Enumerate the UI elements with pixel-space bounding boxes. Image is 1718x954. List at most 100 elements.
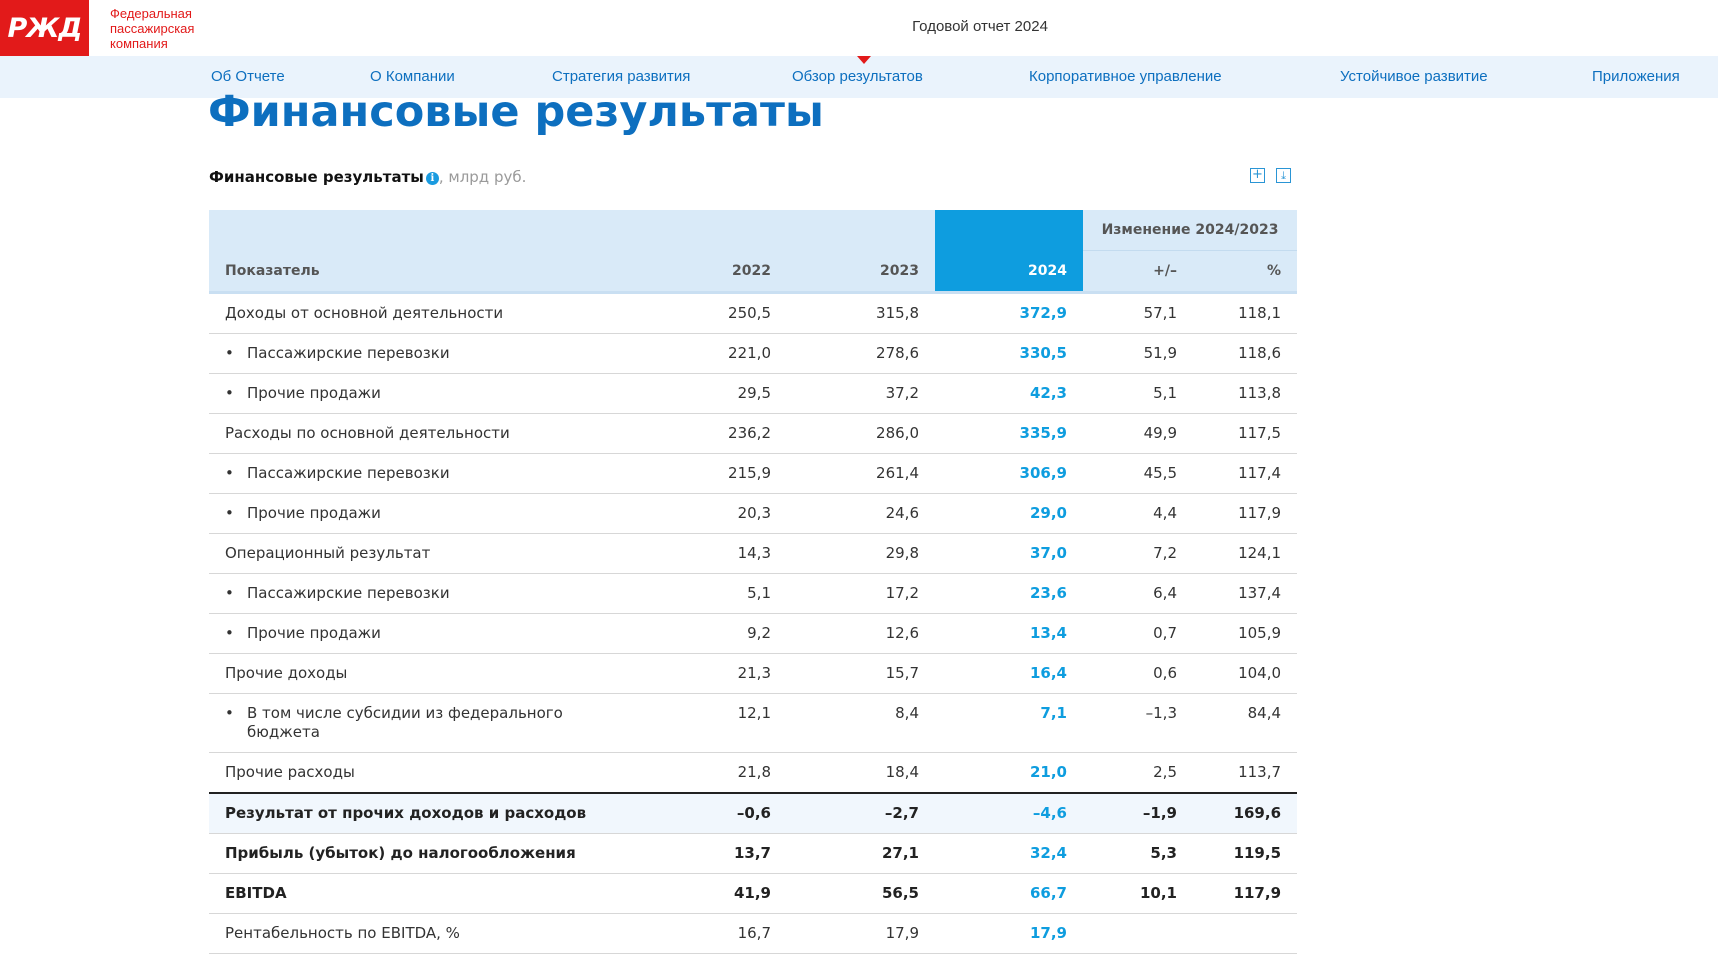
value-2022: 236,2	[639, 413, 787, 454]
page-title: Финансовые результаты	[208, 87, 824, 137]
row-label: Пассажирские перевозки	[209, 453, 639, 494]
table-row: Прочие доходы 21,3 15,7 16,4 0,6 104,0	[209, 653, 1298, 694]
nav-item-sustainability[interactable]: Устойчивое развитие	[1340, 68, 1488, 85]
value-percent: 169,6	[1193, 792, 1298, 834]
table-body: Доходы от основной деятельности 250,5 315,…	[209, 292, 1298, 954]
nav-item-about-company[interactable]: О Компании	[370, 68, 455, 85]
value-delta: 51,9	[1083, 333, 1193, 374]
row-label: EBITDA	[209, 873, 639, 914]
value-percent: 137,4	[1193, 573, 1298, 614]
column-header-delta: +/–	[1083, 250, 1193, 293]
download-icon[interactable]: ⤓	[1276, 168, 1291, 183]
nav-item-results-overview[interactable]: Обзор результатов	[792, 68, 923, 85]
value-2024: 335,9	[935, 413, 1083, 454]
main-nav: Об Отчете О Компании Стратегия развития …	[0, 56, 1718, 98]
value-percent: 124,1	[1193, 533, 1298, 574]
row-label: Прочие расходы	[209, 752, 639, 794]
value-delta: 5,3	[1083, 833, 1193, 874]
value-2023: 8,4	[787, 693, 935, 753]
table-row: Результат от прочих доходов и расходов –0…	[209, 792, 1298, 834]
nav-item-about-report[interactable]: Об Отчете	[211, 68, 285, 85]
value-percent: 105,9	[1193, 613, 1298, 654]
value-delta: 7,2	[1083, 533, 1193, 574]
table-caption-title: Финансовые результаты	[209, 168, 424, 186]
company-name: Федеральная пассажирская компания	[110, 6, 230, 51]
value-delta: –1,3	[1083, 693, 1193, 753]
table-row: В том числе субсидии из федерального бюд…	[209, 693, 1298, 753]
nav-item-corporate-governance[interactable]: Корпоративное управление	[1029, 68, 1222, 85]
value-percent: 117,9	[1193, 493, 1298, 534]
value-2022: 13,7	[639, 833, 787, 874]
value-2024: 372,9	[935, 292, 1083, 334]
row-label: Операционный результат	[209, 533, 639, 574]
value-delta: 10,1	[1083, 873, 1193, 914]
value-delta: 45,5	[1083, 453, 1193, 494]
value-delta: –1,9	[1083, 792, 1193, 834]
company-name-line-3: компания	[110, 36, 168, 51]
value-2024: 66,7	[935, 873, 1083, 914]
value-2024: 16,4	[935, 653, 1083, 694]
table-row: Пассажирские перевозки215,9261,4306,945,…	[209, 453, 1298, 494]
value-2022: 12,1	[639, 693, 787, 753]
value-2023: 261,4	[787, 453, 935, 494]
value-2023: 278,6	[787, 333, 935, 374]
value-2024: 37,0	[935, 533, 1083, 574]
value-percent: 84,4	[1193, 693, 1298, 753]
value-2023: 15,7	[787, 653, 935, 694]
row-label: Прочие доходы	[209, 653, 639, 694]
column-header-2024: 2024	[935, 250, 1083, 293]
value-delta: 6,4	[1083, 573, 1193, 614]
expand-table-icon[interactable]: +	[1250, 168, 1265, 183]
value-2022: –0,6	[639, 792, 787, 834]
value-2022: 9,2	[639, 613, 787, 654]
table-row: Прибыль (убыток) до налогообложения 13,7 2…	[209, 833, 1298, 874]
row-label: В том числе субсидии из федерального бюд…	[209, 693, 639, 753]
table-row: Доходы от основной деятельности 250,5 315,…	[209, 292, 1298, 334]
value-percent: 113,8	[1193, 373, 1298, 414]
value-2023: 29,8	[787, 533, 935, 574]
table-row: Пассажирские перевозки221,0278,6330,551,…	[209, 333, 1298, 374]
value-2024: 23,6	[935, 573, 1083, 614]
value-2024: 13,4	[935, 613, 1083, 654]
header-spacer	[787, 210, 935, 251]
row-label: Расходы по основной деятельности	[209, 413, 639, 454]
value-2024: 42,3	[935, 373, 1083, 414]
column-header-2023: 2023	[787, 250, 935, 293]
column-group-change: Изменение 2024/2023	[1083, 210, 1298, 251]
nav-item-appendices[interactable]: Приложения	[1592, 68, 1680, 85]
value-delta: 2,5	[1083, 752, 1193, 794]
value-2024: 330,5	[935, 333, 1083, 374]
value-2023: 286,0	[787, 413, 935, 454]
value-2023: 37,2	[787, 373, 935, 414]
value-2024: 306,9	[935, 453, 1083, 494]
value-delta: 0,7	[1083, 613, 1193, 654]
company-name-line-2: пассажирская	[110, 21, 195, 36]
header-spacer	[209, 210, 639, 251]
value-delta: 5,1	[1083, 373, 1193, 414]
value-delta: 49,9	[1083, 413, 1193, 454]
value-2023: 315,8	[787, 292, 935, 334]
value-2023: 27,1	[787, 833, 935, 874]
value-percent: 117,9	[1193, 873, 1298, 914]
value-2024: –4,6	[935, 792, 1083, 834]
nav-item-strategy[interactable]: Стратегия развития	[552, 68, 691, 85]
column-header-percent: %	[1193, 250, 1298, 293]
rzd-logo[interactable]: РЖД	[0, 0, 89, 56]
header-spacer-highlight	[935, 210, 1083, 251]
value-2022: 5,1	[639, 573, 787, 614]
value-2022: 41,9	[639, 873, 787, 914]
table-row: Прочие расходы 21,8 18,4 21,0 2,5 113,7	[209, 752, 1298, 794]
value-2022: 221,0	[639, 333, 787, 374]
value-2022: 21,3	[639, 653, 787, 694]
value-2024: 32,4	[935, 833, 1083, 874]
value-2023: –2,7	[787, 792, 935, 834]
report-title[interactable]: Годовой отчет 2024	[912, 18, 1048, 35]
value-delta: 57,1	[1083, 292, 1193, 334]
financial-results-table: Изменение 2024/2023 Показатель 2022 2023…	[209, 210, 1298, 954]
value-2024: 29,0	[935, 493, 1083, 534]
info-icon[interactable]: i	[425, 172, 439, 185]
value-2022: 20,3	[639, 493, 787, 534]
active-nav-marker-icon	[857, 56, 871, 64]
value-2022: 250,5	[639, 292, 787, 334]
